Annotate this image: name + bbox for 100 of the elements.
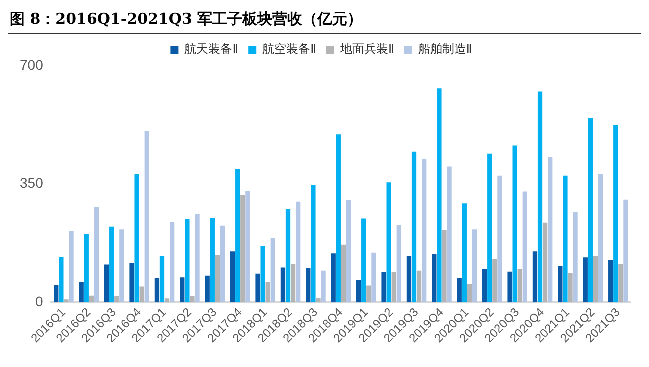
bar bbox=[190, 296, 195, 303]
bar bbox=[563, 176, 568, 303]
bar bbox=[416, 270, 422, 303]
bar bbox=[538, 92, 543, 303]
bar bbox=[422, 158, 427, 303]
bar bbox=[372, 252, 376, 303]
bar bbox=[210, 218, 215, 303]
bar bbox=[144, 131, 150, 303]
y-tick-label: 0 bbox=[36, 293, 44, 310]
bar bbox=[624, 200, 628, 303]
bar bbox=[195, 214, 200, 303]
bar bbox=[120, 230, 124, 303]
bar bbox=[346, 200, 352, 303]
bar bbox=[290, 264, 296, 303]
bar bbox=[104, 264, 110, 303]
bar bbox=[316, 298, 321, 303]
bar bbox=[286, 209, 291, 303]
bar bbox=[457, 278, 462, 303]
bar bbox=[266, 282, 270, 303]
bar bbox=[306, 268, 311, 303]
bar bbox=[396, 225, 402, 303]
bar bbox=[164, 298, 170, 303]
bar bbox=[508, 272, 512, 303]
bar bbox=[568, 274, 573, 303]
bar bbox=[432, 254, 437, 303]
bar bbox=[542, 222, 548, 303]
bar bbox=[280, 268, 286, 303]
bar bbox=[442, 230, 447, 303]
bar bbox=[518, 269, 522, 303]
bar bbox=[336, 134, 341, 303]
bar bbox=[386, 182, 392, 303]
bar bbox=[64, 300, 69, 303]
bar bbox=[498, 176, 502, 303]
bar bbox=[482, 269, 488, 303]
bar bbox=[246, 191, 250, 303]
bar bbox=[130, 263, 134, 303]
bar bbox=[331, 254, 336, 303]
bar bbox=[110, 226, 114, 303]
bar bbox=[608, 260, 614, 303]
bar bbox=[185, 219, 190, 303]
bar bbox=[366, 286, 372, 303]
bar bbox=[583, 258, 588, 303]
legend-label: 航天装备Ⅱ bbox=[184, 42, 239, 56]
bar bbox=[447, 166, 452, 303]
y-tick-label: 350 bbox=[20, 175, 44, 192]
bar bbox=[215, 255, 220, 303]
bar bbox=[467, 284, 472, 303]
bar bbox=[260, 246, 266, 303]
bar bbox=[412, 152, 417, 303]
bar bbox=[522, 192, 528, 303]
bar bbox=[311, 184, 316, 303]
bar bbox=[362, 218, 366, 303]
bar bbox=[392, 272, 396, 303]
bar bbox=[532, 252, 538, 303]
bar bbox=[89, 296, 94, 303]
bar bbox=[488, 154, 492, 303]
bar bbox=[84, 234, 89, 303]
bar bbox=[160, 256, 165, 303]
bar bbox=[236, 169, 240, 303]
bar bbox=[598, 174, 604, 303]
bar bbox=[140, 286, 144, 303]
bar bbox=[472, 230, 478, 303]
bar bbox=[593, 256, 598, 303]
bar bbox=[270, 238, 276, 303]
bar bbox=[134, 174, 140, 303]
bar bbox=[462, 204, 467, 303]
bar bbox=[558, 266, 563, 303]
legend-label: 地面兵装Ⅱ bbox=[340, 42, 394, 56]
bar bbox=[256, 274, 260, 303]
bar bbox=[59, 257, 64, 303]
bar bbox=[512, 146, 518, 303]
bar bbox=[94, 207, 100, 303]
bar bbox=[205, 276, 210, 303]
bar bbox=[54, 285, 59, 303]
bar bbox=[356, 280, 362, 303]
bar bbox=[382, 272, 386, 303]
bar bbox=[69, 230, 74, 303]
bar bbox=[240, 195, 246, 303]
bar bbox=[114, 296, 120, 303]
bar bbox=[548, 157, 553, 303]
bar bbox=[220, 226, 226, 303]
chart-title: 图 8：2016Q1-2021Q3 军工子板块营收（亿元） bbox=[8, 8, 641, 34]
bar bbox=[180, 278, 185, 303]
bar bbox=[406, 256, 412, 303]
legend-label: 航空装备Ⅱ bbox=[262, 42, 316, 56]
y-tick-label: 700 bbox=[20, 56, 44, 73]
bar bbox=[154, 278, 160, 303]
bar bbox=[341, 244, 346, 303]
bar bbox=[614, 125, 618, 303]
bar bbox=[321, 270, 326, 303]
bar bbox=[437, 88, 442, 303]
bar bbox=[588, 118, 593, 303]
bar bbox=[296, 202, 301, 303]
bar bbox=[230, 252, 236, 303]
bar bbox=[170, 222, 175, 303]
bar bbox=[79, 282, 84, 303]
bar bbox=[618, 264, 624, 303]
bar bbox=[573, 212, 578, 303]
bar bbox=[492, 259, 498, 303]
legend-label: 船舶制造Ⅱ bbox=[418, 42, 472, 56]
